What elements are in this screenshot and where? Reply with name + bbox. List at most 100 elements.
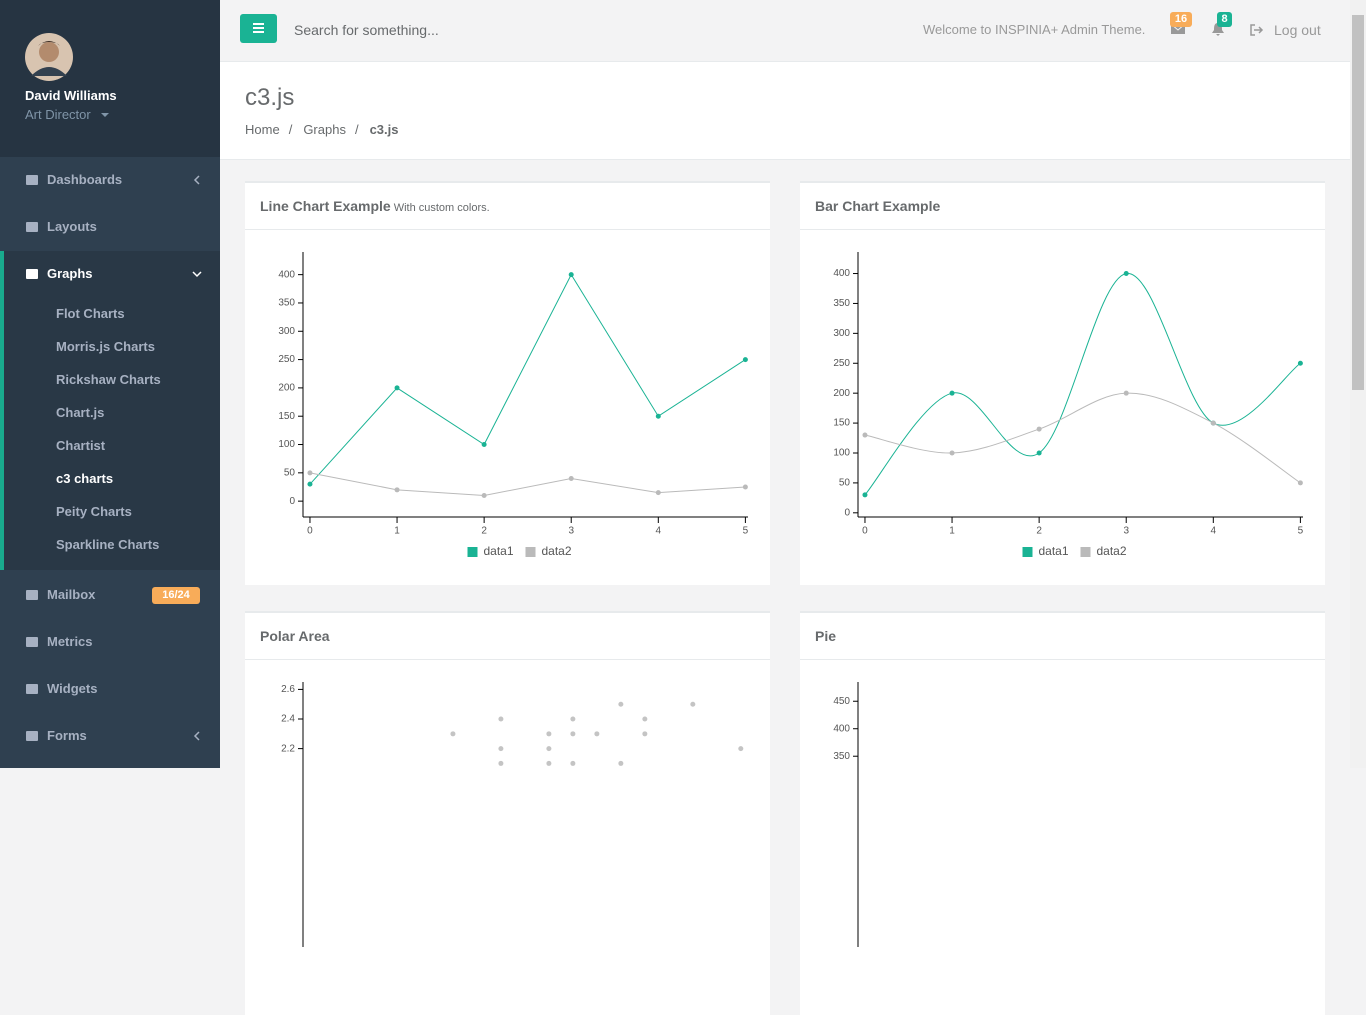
point [742,484,748,490]
x-tick-label: 2 [481,526,487,537]
menu-icon [26,175,38,185]
legend-label[interactable]: data1 [484,544,514,558]
submenu-item[interactable]: Chart.js [56,405,105,420]
point [742,357,748,363]
point [568,475,574,481]
chart-title: Bar Chart Example [815,198,941,214]
scrollbar[interactable] [1350,0,1366,768]
submenu-item[interactable]: Morris.js Charts [56,339,155,354]
mail-badge: 16 [1170,12,1192,27]
panel-title: Bar Chart Example [800,183,1325,230]
menu-item[interactable]: Graphs [47,266,93,281]
chart: 0 50 100 150 200 250 300 350 400 0 1 2 3 4 5 data1 data2 [278,252,749,558]
point [570,760,576,766]
x-tick-label: 4 [656,526,662,537]
point [546,746,552,752]
submenu-item[interactable]: c3 charts [56,471,114,486]
chart-subtitle: With custom colors. [393,202,490,214]
y-tick-label: 400 [833,268,850,279]
point [618,701,624,707]
y-tick-label: 50 [284,467,296,478]
point [1123,390,1129,396]
menu-icon [26,731,38,741]
panel: Polar Area 2.2 2.4 2.6 [245,611,770,1015]
profile-name: David Williams [25,88,117,103]
x-tick-label: 0 [307,526,313,537]
point [1297,480,1303,486]
breadcrumb-item[interactable]: Home [245,122,280,137]
menu-item[interactable]: Dashboards [47,172,123,187]
logout-link[interactable]: Log out [1274,22,1321,38]
legend-swatch [467,547,478,557]
legend-label[interactable]: data1 [1039,544,1069,558]
x-tick-label: 5 [743,526,749,537]
breadcrumb-item[interactable]: Graphs [303,122,346,137]
page-heading: c3.js Home / Graphs / c3.js [220,62,1350,160]
page-title: c3.js [245,84,295,111]
legend-label[interactable]: data2 [1097,544,1127,558]
menu-item[interactable]: Mailbox [47,587,96,602]
submenu-item[interactable]: Flot Charts [56,306,125,321]
point [498,746,504,752]
search-input[interactable]: Search for something... [294,22,439,38]
point [570,716,576,722]
y-tick-label: 400 [278,269,295,280]
menu-item[interactable]: Widgets [47,681,98,696]
logout-icon [1250,24,1264,36]
point [1210,420,1216,426]
point [949,450,955,456]
y-tick-label: 200 [278,383,295,394]
menu-arrow [193,175,200,185]
y-tick-label: 300 [278,326,295,337]
y-tick-label: 250 [833,358,850,369]
chart: 0 50 100 150 200 250 300 350 400 0 1 2 3 4 5 data1 data2 [833,252,1304,558]
y-tick-label: 350 [278,298,295,309]
y-tick-label: 0 [289,496,295,507]
scrollbar-thumb[interactable] [1352,15,1364,390]
point [1036,450,1042,456]
submenu-item[interactable]: Chartist [56,438,106,453]
point [546,731,552,737]
legend-label[interactable]: data2 [542,544,572,558]
y-tick-label: 200 [833,388,850,399]
submenu-item[interactable]: Rickshaw Charts [56,372,161,387]
submenu-item[interactable]: Peity Charts [56,504,132,519]
point [1036,426,1042,432]
menu-item[interactable]: Layouts [47,219,97,234]
menu-arrow [193,731,200,741]
profile: David Williams Art Director [0,0,220,157]
submenu-item[interactable]: Sparkline Charts [56,537,160,552]
point [498,716,504,722]
x-tick-label: 1 [949,526,955,537]
point [862,432,868,438]
point [949,390,955,396]
panel: Line Chart Example With custom colors. 0 50… [245,181,770,585]
point [307,481,313,487]
menu-item[interactable]: Forms [47,728,87,743]
point [690,701,696,707]
menu-icon [26,590,38,600]
point [498,760,504,766]
breadcrumb: Home / Graphs / c3.js [245,122,399,137]
panel: Bar Chart Example 0 50 100 150 200 250 300 350 40… [800,181,1325,585]
y-tick-label: 0 [844,507,850,518]
panel: Pie 350 400 450 [800,611,1325,1015]
line [309,273,746,485]
point [1297,360,1303,366]
y-tick-label: 300 [833,328,850,339]
point [394,487,400,493]
panel-title: Pie [800,613,1325,660]
menu-toggle[interactable] [240,14,277,43]
menu-item[interactable]: Metrics [47,634,93,649]
x-tick-label: 0 [862,526,868,537]
point [642,716,648,722]
active-group [0,251,220,570]
y-tick-label: 2.2 [281,743,295,754]
avatar [25,33,73,81]
y-tick-label: 150 [833,418,850,429]
topbar: Search for something... Welcome to INSPI… [220,0,1350,62]
x-tick-label: 2 [1036,526,1042,537]
profile-role[interactable]: Art Director [25,107,91,122]
point [481,492,487,498]
